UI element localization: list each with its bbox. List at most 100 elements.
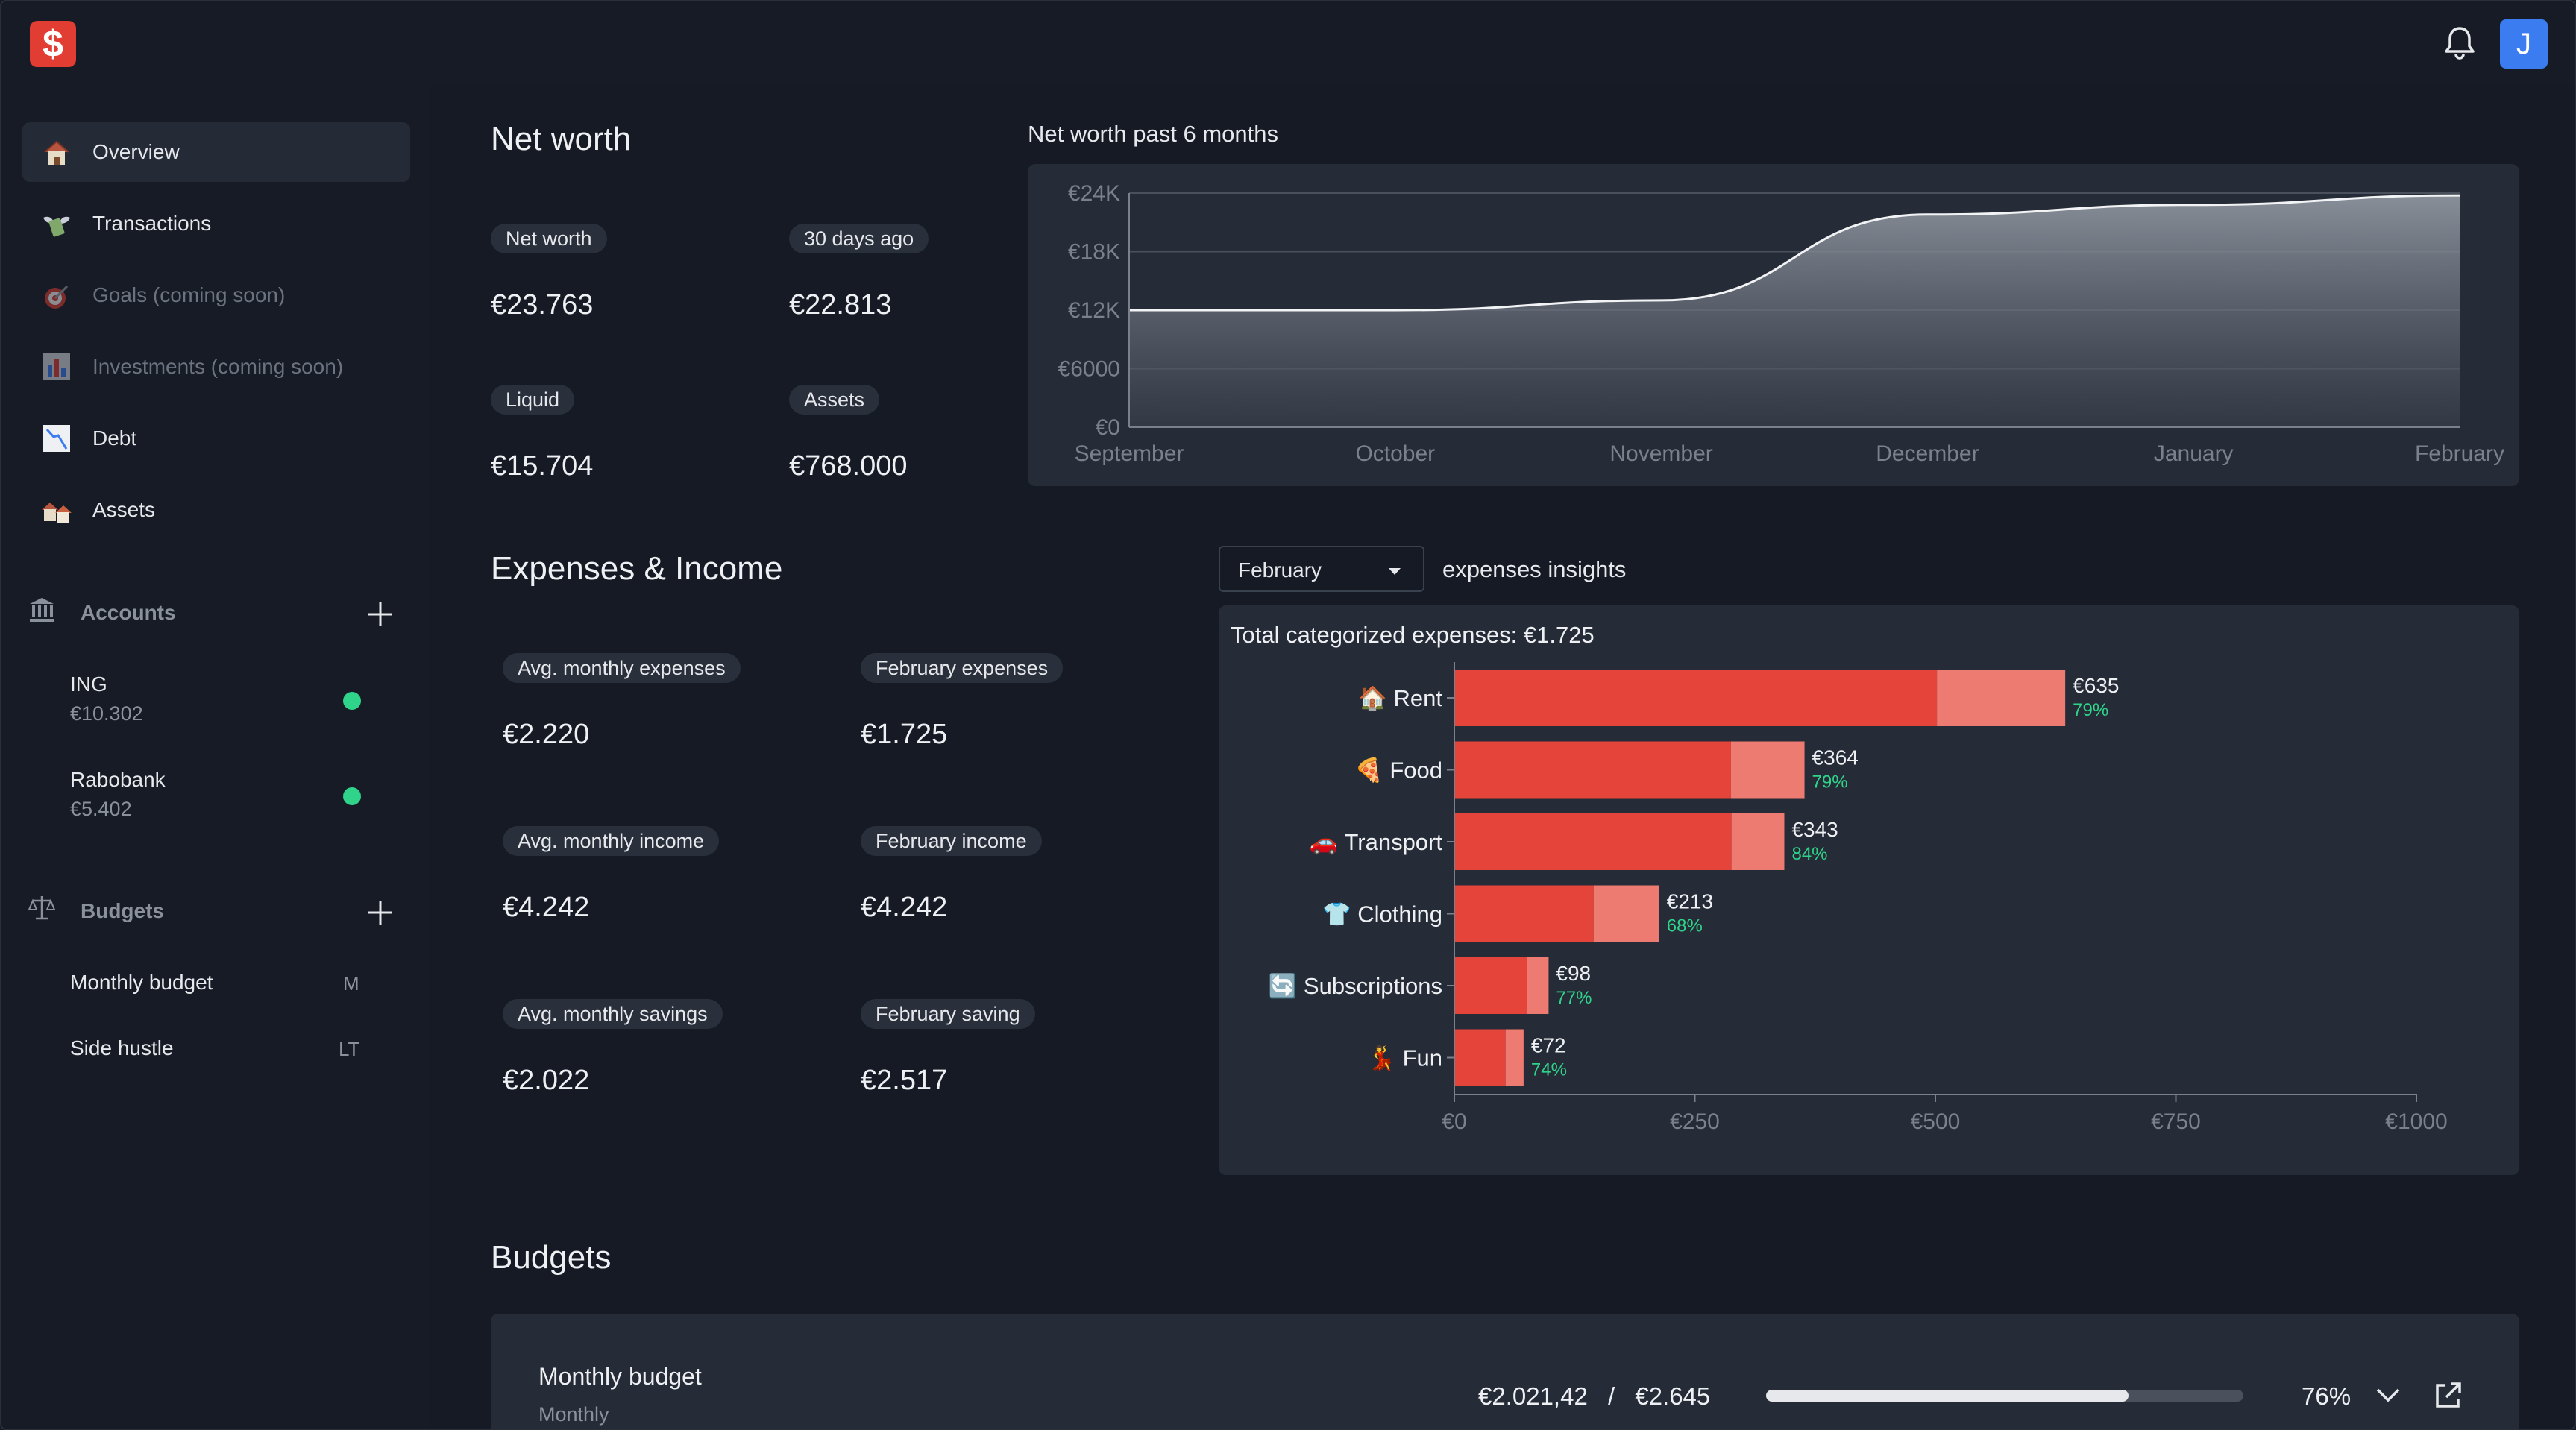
value-label: €72 (1531, 1034, 1566, 1057)
expenses-chart-panel: Total categorized expenses: €1.725 🏠 Rent… (1219, 605, 2519, 1175)
month-select-value: February (1238, 558, 1322, 582)
value-label: €98 (1556, 962, 1591, 985)
add-budget-plus-icon[interactable] (364, 896, 397, 929)
value-label: €635 (2073, 674, 2119, 697)
sidebar-item-label: Transactions (92, 212, 212, 235)
value-label: €213 (1667, 890, 1713, 913)
stat-label: Avg. monthly savings (503, 999, 723, 1029)
stat-value: €2.220 (503, 719, 590, 750)
top-bar: $ J (1, 1, 2575, 86)
stat-label: Avg. monthly expenses (503, 653, 741, 683)
expense-bar-main (1454, 957, 1527, 1014)
networth-chart-panel: €0 €6000 €12K €18K €24K September October Novem… (1028, 164, 2519, 486)
value-label: €364 (1812, 746, 1859, 769)
sidebar-item-label: Debt (92, 426, 137, 450)
external-link-icon[interactable] (2431, 1379, 2464, 1412)
expense-bar-remainder (1593, 885, 1659, 942)
account-name[interactable]: ING (70, 673, 107, 696)
budgets-header: Budgets (27, 893, 164, 928)
percent-label: 74% (1531, 1060, 1567, 1080)
stat-label: Avg. monthly income (503, 826, 720, 856)
networth-area (1129, 195, 2460, 427)
bell-icon[interactable] (2442, 24, 2478, 63)
add-account-plus-icon[interactable] (364, 598, 397, 631)
sidebar-item-label: Investments (coming soon) (92, 355, 344, 378)
percent-label: 84% (1791, 844, 1827, 864)
category-label: 🚗 Transport (1310, 829, 1443, 855)
stat-label: February saving (861, 999, 1035, 1029)
x-tick-label: September (1075, 441, 1184, 466)
budget-spent: €2.021,42 (1478, 1382, 1588, 1410)
category-label: 👕 Clothing (1322, 901, 1442, 927)
category-label: 🍕 Food (1354, 757, 1442, 784)
budget-percent: 76% (2302, 1382, 2352, 1410)
target-icon (39, 277, 75, 313)
budget-progress-fill (1766, 1390, 2129, 1402)
account-name[interactable]: Rabobank (70, 768, 166, 791)
expense-bar-main (1454, 741, 1731, 799)
sidebar-item-investments[interactable]: Investments (coming soon) (22, 337, 410, 397)
house-icon (39, 134, 75, 170)
stat-value: €2.022 (503, 1065, 590, 1096)
avatar[interactable]: J (2500, 19, 2548, 69)
stat-label: 30 days ago (789, 224, 929, 253)
x-tick-label: €1000 (2385, 1109, 2447, 1134)
budget-separator: / (1607, 1382, 1615, 1410)
budgets-title: Budgets (81, 898, 164, 922)
expenses-bar-chart: Total categorized expenses: €1.725 🏠 Rent… (1231, 622, 2448, 1134)
networth-line (1129, 194, 2460, 312)
budgets-section-title: Budgets (491, 1239, 612, 1276)
category-label: 🏠 Rent (1358, 685, 1442, 711)
sidebar-item-transactions[interactable]: Transactions (22, 194, 410, 253)
budget-tag: LT (339, 1038, 360, 1060)
x-tick-label: €0 (1442, 1109, 1466, 1134)
stat-label: February expenses (861, 653, 1064, 683)
stat-label: Net worth (491, 224, 607, 253)
sidebar-item-debt[interactable]: Debt (22, 409, 410, 468)
money-wings-icon (39, 206, 75, 242)
sidebar-item-label: Assets (92, 498, 156, 521)
stat-label: Assets (789, 385, 880, 415)
sidebar-item-overview[interactable]: Overview (22, 122, 410, 182)
caret-down-icon (1389, 568, 1401, 575)
sidebar-budget-item[interactable]: Side hustle (70, 1036, 174, 1059)
stat-value: €23.763 (491, 289, 594, 321)
networth-area-chart: €0 €6000 €12K €18K €24K September October Novem… (1058, 181, 2504, 466)
percent-label: 79% (1812, 772, 1848, 793)
expense-bar-remainder (1937, 670, 2066, 726)
x-tick-label: November (1609, 441, 1712, 466)
x-tick-label: December (1876, 441, 1979, 466)
x-tick-label: February (2415, 441, 2504, 466)
expense-bar-main (1454, 1029, 1506, 1086)
expense-bar-remainder (1730, 741, 1805, 799)
bank-icon (27, 595, 60, 630)
category-label: 💃 Fun (1367, 1045, 1442, 1072)
budget-card[interactable]: Monthly budget Monthly (491, 1314, 2519, 1429)
stat-value: €768.000 (789, 450, 908, 482)
chevron-down-icon[interactable] (2373, 1382, 2403, 1409)
bar-chart-icon (39, 349, 75, 385)
sidebar-item-label: Overview (92, 140, 180, 163)
expense-bar-main (1454, 885, 1594, 942)
sidebar-item-assets[interactable]: Assets (22, 480, 410, 540)
expense-bar-main (1454, 813, 1732, 870)
networth-chart-title: Net worth past 6 months (1028, 121, 1278, 147)
expenses-title: Expenses & Income (491, 550, 783, 587)
month-select[interactable]: February (1219, 546, 1424, 592)
percent-label: 77% (1556, 988, 1592, 1008)
chart-decreasing-icon (39, 421, 75, 456)
expense-bar-main (1454, 670, 1938, 726)
app-logo[interactable]: $ (30, 21, 76, 67)
scales-icon (27, 893, 60, 928)
budget-progress-bar (1766, 1390, 2243, 1402)
y-tick-label: €24K (1068, 181, 1120, 206)
stat-value: €4.242 (861, 892, 948, 923)
accounts-title: Accounts (81, 600, 176, 624)
category-label: 🔄 Subscriptions (1269, 972, 1442, 999)
stat-label: February income (861, 826, 1042, 856)
sidebar-item-goals[interactable]: Goals (coming soon) (22, 265, 410, 325)
x-tick-label: January (2154, 441, 2234, 466)
accounts-header: Accounts (27, 595, 176, 630)
sidebar-budget-item[interactable]: Monthly budget (70, 971, 213, 994)
